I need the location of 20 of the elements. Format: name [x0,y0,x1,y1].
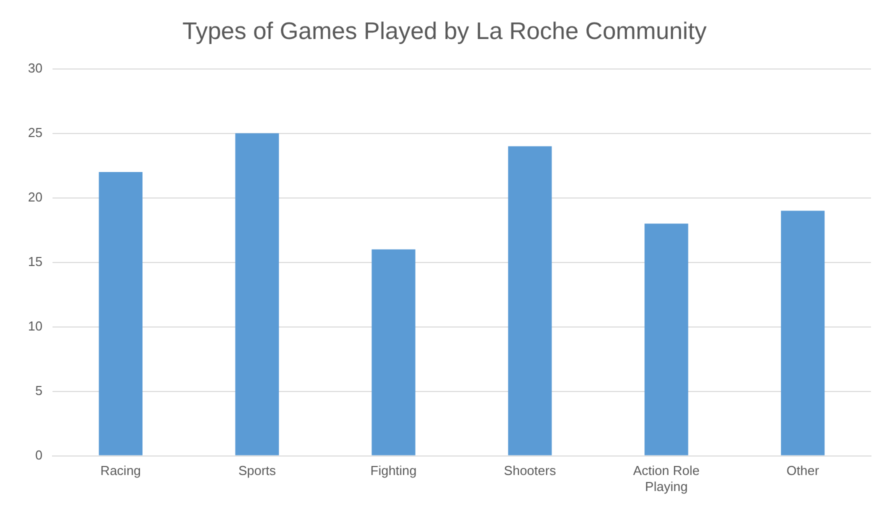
x-tick-label: Shooters [504,463,556,478]
y-tick-label: 15 [28,254,42,269]
x-tick-label: Other [786,463,820,478]
y-tick-label: 25 [28,124,42,140]
bar [235,133,279,456]
bar [644,224,688,456]
y-tick-label: 5 [35,382,42,398]
bar [780,210,825,456]
x-tick-label: Sports [238,463,276,478]
y-tick-label: 30 [28,60,42,76]
x-tick-label: Action Role Playing [633,463,700,494]
x-tick-label: Racing [100,463,141,478]
x-tick-label: Fighting [370,463,417,478]
chart-title: Types of Games Played by La Roche Community [182,18,707,46]
bar [98,172,142,456]
bar [372,249,416,456]
bar [508,146,552,456]
y-tick-label: 10 [28,318,42,334]
y-tick-label: 20 [28,189,42,204]
y-tick-label: 0 [35,447,42,462]
